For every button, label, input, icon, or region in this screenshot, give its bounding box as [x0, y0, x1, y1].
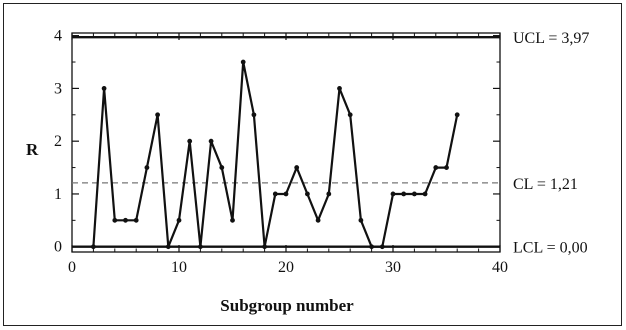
plot-layer: 0 10 20 30 40 0 1 2 3 4 UCL = 3,97 CL = 1,21 LCL = 0…: [54, 28, 589, 276]
x-axis-label: Subgroup number: [220, 296, 354, 315]
data-point: [390, 191, 396, 197]
data-point: [315, 217, 321, 223]
data-point: [369, 244, 374, 250]
chart-frame: [3, 3, 622, 326]
y-tick-label: 1: [54, 186, 62, 203]
data-point: [251, 112, 257, 118]
data-point: [101, 86, 107, 91]
x-tick-label: 0: [68, 259, 76, 276]
data-point: [444, 165, 449, 170]
data-point: [230, 217, 235, 223]
data-point: [262, 244, 267, 250]
x-tick-label: 20: [278, 259, 294, 276]
data-point: [305, 191, 310, 197]
data-point: [91, 244, 96, 250]
data-point: [401, 191, 407, 197]
data-point: [272, 191, 278, 197]
data-point: [219, 165, 225, 170]
data-point: [347, 112, 353, 118]
data-point: [112, 217, 118, 223]
data-point: [176, 217, 182, 223]
y-tick-label: 0: [54, 239, 62, 256]
data-point: [379, 244, 385, 250]
data-point: [198, 244, 203, 250]
y-axis-label: R: [26, 140, 39, 159]
data-point: [337, 86, 342, 91]
data-point: [155, 112, 161, 118]
data-point: [412, 191, 417, 197]
data-point: [187, 138, 193, 144]
y-tick-label: 2: [54, 133, 62, 150]
y-tick-label: 3: [54, 80, 62, 97]
data-point: [294, 165, 300, 170]
data-point: [326, 191, 332, 197]
range-series-line: [92, 60, 459, 248]
data-point: [358, 217, 364, 223]
cl-label: CL = 1,21: [513, 176, 578, 193]
data-point: [144, 165, 150, 170]
data-point: [422, 191, 428, 197]
x-tick-label: 10: [171, 259, 187, 276]
x-tick-label: 40: [492, 259, 508, 276]
data-point: [433, 165, 439, 170]
data-point: [123, 217, 128, 223]
data-point: [454, 112, 460, 118]
x-tick-label: 30: [385, 259, 401, 276]
data-point: [240, 59, 246, 65]
ucl-label: UCL = 3,97: [513, 30, 589, 47]
data-point: [208, 138, 214, 144]
lcl-label: LCL = 0,00: [513, 240, 588, 257]
y-tick-label: 4: [54, 28, 62, 45]
data-point: [165, 244, 171, 250]
data-point: [283, 191, 289, 197]
data-point: [133, 217, 139, 223]
